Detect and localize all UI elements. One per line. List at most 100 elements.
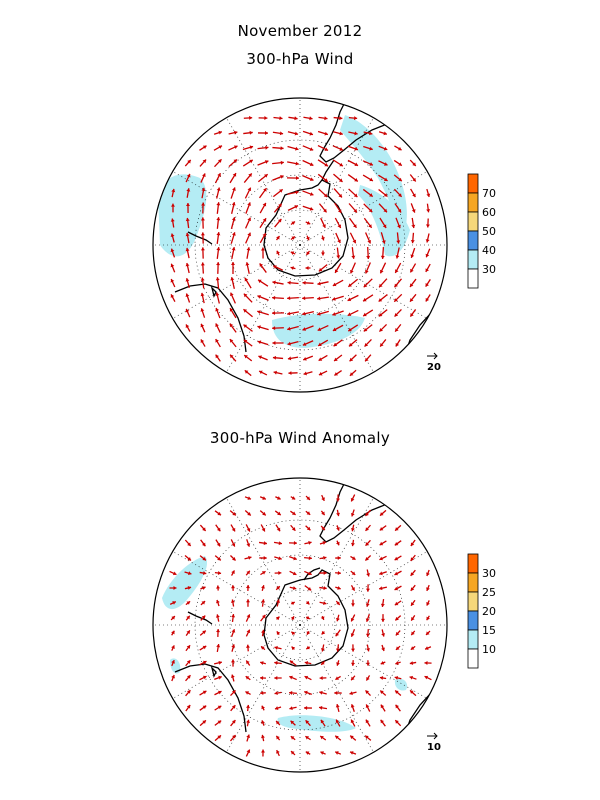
wind-arrow: [335, 570, 341, 575]
south-america-coast: [319, 98, 411, 163]
wind-arrow: [229, 172, 237, 184]
wind-arrow: [245, 232, 251, 244]
wind-arrow: [317, 159, 329, 167]
wind-speed-shading: [158, 115, 410, 348]
wind-arrow: [290, 524, 296, 532]
wind-arrow: [230, 524, 236, 532]
wind-arrow: [332, 159, 344, 167]
wind-arrow: [201, 202, 206, 214]
wind-arrow: [335, 644, 340, 652]
wind-arrow: [243, 115, 253, 120]
anomaly-shading: [162, 556, 408, 732]
wind-arrow: [199, 690, 207, 696]
wind-arrow: [349, 751, 357, 755]
reference-vector-label: 20: [427, 362, 441, 373]
wind-arrow: [378, 586, 388, 591]
wind-arrow: [290, 615, 295, 621]
wind-arrow: [347, 174, 359, 182]
wind-arrow: [362, 174, 374, 182]
wind-arrow: [230, 539, 236, 547]
wind-arrow: [334, 217, 342, 229]
wind-arrow: [425, 218, 430, 228]
wind-arrow: [318, 705, 328, 710]
wind-arrow: [186, 188, 191, 198]
wind-arrow: [393, 293, 403, 303]
wind-arrow: [319, 676, 327, 681]
wind-arrow: [199, 645, 207, 651]
wind-arrow: [230, 674, 235, 682]
wind-arrow: [333, 339, 343, 347]
wind-arrow: [243, 354, 253, 362]
wind-arrow: [393, 174, 403, 182]
wind-arrow: [274, 660, 282, 665]
colorbar-bin: [467, 610, 479, 631]
wind-arrow: [184, 539, 192, 547]
wind-arrow: [276, 250, 281, 256]
wind-arrow: [364, 509, 372, 517]
wind-arrow: [336, 525, 340, 531]
wind-arrow: [245, 570, 251, 576]
wind-arrow: [425, 233, 430, 243]
wind-arrow: [335, 232, 341, 244]
wind-arrow: [287, 325, 299, 331]
colorbar-bin: [467, 591, 479, 612]
wind-arrow: [409, 309, 417, 317]
wind-arrow: [245, 660, 251, 666]
wind-arrow: [228, 130, 238, 135]
wind-arrow: [395, 630, 401, 636]
wind-arrow: [216, 643, 221, 653]
wind-arrow: [321, 494, 325, 502]
wind-arrow: [199, 159, 207, 167]
colorbar-bin: [467, 553, 479, 574]
wind-arrow: [317, 173, 329, 183]
wind-arrow: [409, 293, 417, 303]
wind-arrow: [410, 539, 416, 547]
wind-arrow: [199, 555, 207, 561]
wind-arrow: [426, 600, 430, 606]
wind-arrow: [244, 510, 252, 516]
wind-arrow: [274, 691, 282, 696]
tasmania: [210, 665, 217, 678]
wind-arrow: [216, 202, 221, 214]
wind-arrow: [242, 145, 254, 151]
wind-arrow: [199, 145, 207, 151]
wind-arrow: [261, 734, 265, 742]
wind-arrow: [184, 554, 192, 562]
wind-arrow: [302, 130, 314, 136]
wind-arrow: [200, 292, 205, 304]
wind-arrow: [394, 203, 402, 213]
wind-arrow: [229, 354, 237, 362]
wind-arrow: [185, 324, 191, 332]
wind-arrow: [366, 246, 371, 260]
colorbar-bin: [467, 268, 479, 289]
wind-arrow: [261, 629, 266, 637]
wind-arrow: [215, 354, 221, 362]
colorbar-bin: [467, 211, 479, 232]
wind-arrow: [214, 510, 222, 516]
wind-arrow: [290, 510, 296, 516]
wind-arrow: [261, 599, 266, 607]
colorbar-tick-label: 30: [482, 567, 496, 580]
wind-arrow: [231, 246, 236, 260]
wind-arrow: [394, 540, 402, 546]
wind-arrow: [259, 556, 267, 561]
wind-arrow: [184, 586, 192, 590]
wind-arrow: [246, 539, 251, 547]
wind-arrow: [230, 719, 236, 727]
wind-arrow: [289, 541, 297, 546]
wind-arrow: [214, 675, 222, 680]
wind-arrow: [366, 644, 371, 652]
wind-arrow: [229, 338, 237, 348]
wind-arrow: [275, 585, 281, 591]
wind-arrow: [350, 509, 355, 517]
wind-arrow: [230, 292, 236, 304]
wind-arrow: [229, 323, 237, 333]
wind-arrow: [258, 355, 268, 361]
wind-arrow: [304, 585, 312, 591]
wind-arrow: [229, 307, 237, 319]
wind-arrow: [364, 232, 372, 244]
wind-arrow: [365, 719, 371, 727]
wind-arrow: [185, 659, 191, 667]
wind-arrow: [332, 310, 344, 316]
